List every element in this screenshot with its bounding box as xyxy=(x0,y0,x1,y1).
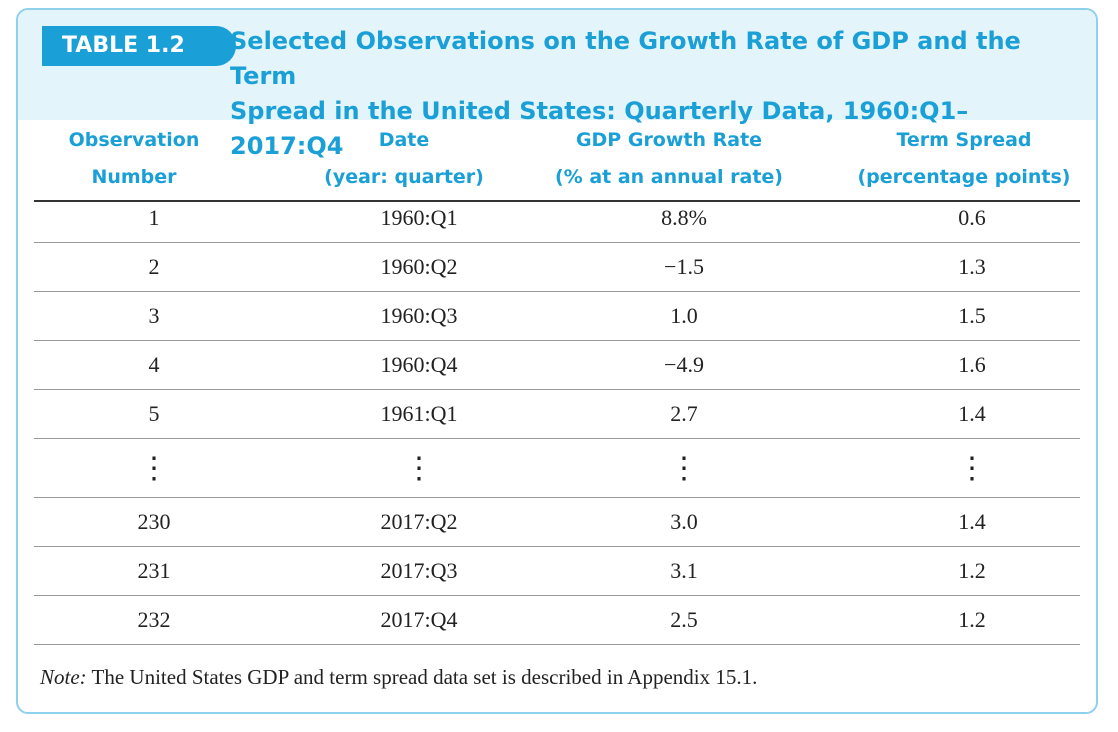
table-row: 230 2017:Q2 3.0 1.4 xyxy=(34,498,1080,547)
cell-gdp-growth: ⋮ xyxy=(669,452,699,485)
cell-observation: 232 xyxy=(137,607,171,632)
table-row: 232 2017:Q4 2.5 1.2 xyxy=(34,596,1080,645)
note-text: The United States GDP and term spread da… xyxy=(86,665,758,689)
table-row: 4 1960:Q4 −4.9 1.6 xyxy=(34,341,1080,390)
cell-observation: 230 xyxy=(137,509,171,534)
cell-term-spread: 1.4 xyxy=(958,401,986,426)
cell-observation: ⋮ xyxy=(139,452,169,485)
cell-gdp-growth: 3.0 xyxy=(670,509,698,534)
column-header-line: Term Spread xyxy=(896,129,1032,151)
column-header-gdp-growth: GDP Growth Rate (% at an annual rate) xyxy=(544,122,794,196)
cell-date: 1960:Q4 xyxy=(380,352,458,377)
cell-term-spread: 1.5 xyxy=(958,303,986,328)
column-header-observation: Observation Number xyxy=(54,122,214,196)
column-header-line: (% at an annual rate) xyxy=(554,166,783,188)
table-number-badge: TABLE 1.2 xyxy=(42,26,236,66)
cell-term-spread: 1.4 xyxy=(958,509,986,534)
table-header: TABLE 1.2 Selected Observations on the G… xyxy=(18,10,1096,160)
table-title-line-1: Selected Observations on the Growth Rate… xyxy=(230,27,1021,90)
table-frame: TABLE 1.2 Selected Observations on the G… xyxy=(16,8,1098,714)
table-row: 2 1960:Q2 −1.5 1.3 xyxy=(34,243,1080,292)
cell-date: 1960:Q3 xyxy=(380,303,458,328)
table-row: ⋮ ⋮ ⋮ ⋮ xyxy=(34,439,1080,498)
cell-date: 1961:Q1 xyxy=(380,401,458,426)
cell-observation: 1 xyxy=(148,205,160,230)
column-header-line: Number xyxy=(91,166,177,188)
cell-date: ⋮ xyxy=(404,452,434,485)
cell-date: 2017:Q2 xyxy=(380,509,458,534)
column-header-term-spread: Term Spread (percentage points) xyxy=(844,122,1084,196)
cell-gdp-growth: −1.5 xyxy=(664,254,704,279)
cell-observation: 231 xyxy=(137,558,171,583)
cell-term-spread: ⋮ xyxy=(957,452,987,485)
table-row: 1 1960:Q1 8.8% 0.6 xyxy=(34,194,1080,243)
cell-date: 2017:Q3 xyxy=(380,558,458,583)
cell-gdp-growth: 3.1 xyxy=(670,558,698,583)
cell-date: 1960:Q1 xyxy=(380,205,458,230)
table-note: Note: The United States GDP and term spr… xyxy=(40,665,757,690)
table-title: Selected Observations on the Growth Rate… xyxy=(230,24,1070,164)
cell-observation: 2 xyxy=(148,254,160,279)
column-header-line: Observation xyxy=(68,129,200,151)
cell-gdp-growth: 1.0 xyxy=(670,303,698,328)
cell-observation: 4 xyxy=(148,352,160,377)
column-header-date: Date (year: quarter) xyxy=(304,122,504,196)
header-rule xyxy=(34,200,1080,202)
cell-date: 2017:Q4 xyxy=(380,607,458,632)
cell-term-spread: 1.6 xyxy=(958,352,986,377)
column-header-line: Date xyxy=(378,129,430,151)
cell-term-spread: 1.3 xyxy=(958,254,986,279)
cell-date: 1960:Q2 xyxy=(380,254,458,279)
table-row: 5 1961:Q1 2.7 1.4 xyxy=(34,390,1080,439)
column-header-line: (percentage points) xyxy=(857,166,1071,188)
table-title-line-2: Spread in the United States: Quarterly D… xyxy=(230,97,969,160)
column-header-line: GDP Growth Rate xyxy=(575,129,763,151)
cell-term-spread: 0.6 xyxy=(958,205,986,230)
note-label: Note: xyxy=(40,665,87,689)
cell-observation: 3 xyxy=(148,303,160,328)
cell-observation: 5 xyxy=(148,401,160,426)
cell-gdp-growth: 2.7 xyxy=(670,401,698,426)
cell-gdp-growth: 8.8% xyxy=(661,205,707,230)
cell-gdp-growth: 2.5 xyxy=(670,607,698,632)
cell-gdp-growth: −4.9 xyxy=(664,352,704,377)
table-row: 231 2017:Q3 3.1 1.2 xyxy=(34,547,1080,596)
column-header-line: (year: quarter) xyxy=(324,166,484,188)
table-row: 3 1960:Q3 1.0 1.5 xyxy=(34,292,1080,341)
cell-term-spread: 1.2 xyxy=(958,558,986,583)
cell-term-spread: 1.2 xyxy=(958,607,986,632)
